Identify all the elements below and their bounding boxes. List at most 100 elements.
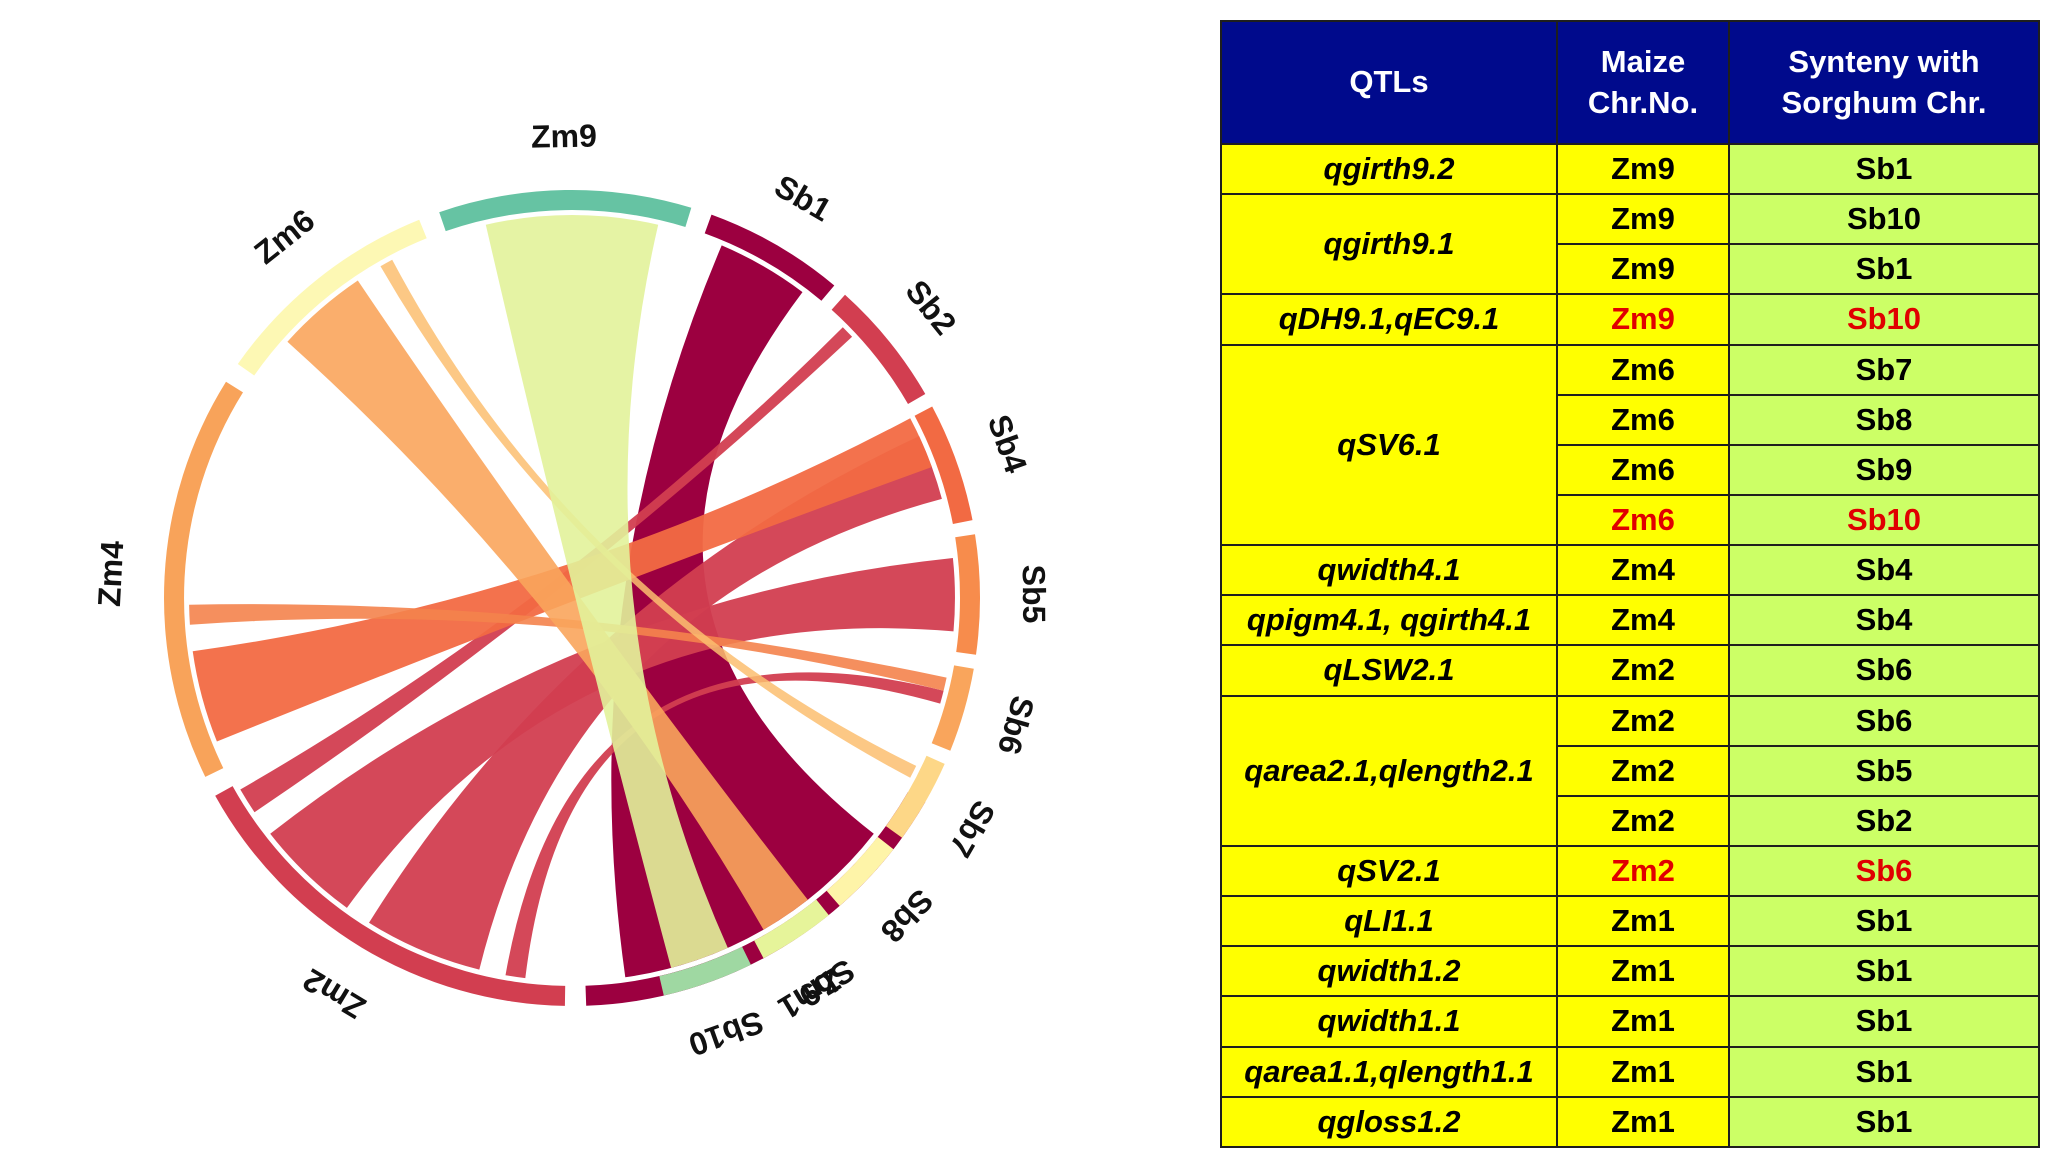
maize-chr-cell: Zm1 [1556, 995, 1730, 1048]
segment-zm2 [215, 786, 566, 1006]
table-row: qpigm4.1, qgirth4.1 Zm4 Sb4 [1220, 594, 2040, 647]
sorghum-chr-cell: Sb1 [1728, 1045, 2040, 1098]
link-zm1-sb1-0 [611, 245, 874, 978]
maize-chr-cell: Zm1 [1556, 895, 1730, 948]
qtl-synteny-table: QTLs Maize Chr.No. Synteny with Sorghum Ch… [1220, 20, 2040, 1149]
table-row: qLI1.1 Zm1 Sb1 [1220, 895, 2040, 948]
maize-chr-cell: Zm4 [1556, 544, 1730, 597]
qtl-name-cell: qarea2.1,qlength2.1 [1220, 694, 1558, 847]
maize-chr-cell: Zm1 [1556, 945, 1730, 998]
table-row: Zm6 Sb10 [1221, 493, 2040, 547]
header-qtls: QTLs [1220, 20, 1558, 145]
sorghum-chr-cell: Sb4 [1728, 594, 2040, 647]
maize-chr-cell: Zm4 [1556, 594, 1730, 647]
table-row: qSV6.1 Zm6 Sb7 [1220, 343, 2040, 547]
maize-chr-cell: Zm6 [1556, 443, 1730, 496]
segment-zm6 [237, 219, 427, 376]
label-zm9: Zm9 [531, 118, 597, 155]
maize-chr-cell: Zm2 [1556, 844, 1730, 898]
segment-zm1 [585, 792, 926, 1006]
sorghum-chr-cell: Sb4 [1728, 544, 2040, 597]
maize-chr-cell: Zm2 [1556, 694, 1730, 747]
segment-sb6 [931, 665, 974, 751]
qtl-name-cell: qLSW2.1 [1220, 644, 1558, 697]
sorghum-chr-cell: Sb1 [1728, 895, 2040, 948]
qtl-name-cell: qSV2.1 [1220, 844, 1558, 898]
chromosome-segments [163, 189, 980, 1006]
sorghum-chr-cell: Sb1 [1728, 243, 2040, 296]
table-row: qwidth1.2 Zm1 Sb1 [1220, 945, 2040, 998]
maize-chr-cell: Zm9 [1556, 243, 1730, 296]
maize-chr-cell: Zm1 [1556, 1045, 1730, 1098]
table-row: Zm2 Sb2 [1221, 794, 2040, 847]
sorghum-chr-cell: Sb1 [1728, 945, 2040, 998]
link-zm2-sb2-3 [240, 327, 853, 813]
qtl-name-cell: qLI1.1 [1220, 895, 1558, 948]
maize-chr-cell: Zm9 [1556, 293, 1730, 346]
qtl-name-cell: qgloss1.2 [1220, 1095, 1558, 1149]
table-row: qgirth9.2 Zm9 Sb1 [1220, 142, 2040, 196]
segment-sb7 [885, 755, 945, 838]
qtl-name-cell: qarea1.1,qlength1.1 [1220, 1045, 1558, 1098]
label-sb4: Sb4 [981, 410, 1035, 478]
qtl-name-cell: qgirth9.1 [1220, 193, 1558, 296]
sorghum-chr-cell: Sb9 [1728, 443, 2040, 496]
qtl-name-cell: qpigm4.1, qgirth4.1 [1220, 594, 1558, 647]
link-zm2-sb5-2 [270, 558, 955, 908]
qtl-name-cell: qgirth9.2 [1220, 142, 1558, 196]
sorghum-chr-cell: Sb6 [1728, 644, 2040, 697]
label-sb7: Sb7 [942, 795, 1003, 864]
maize-chr-cell: Zm2 [1556, 744, 1730, 797]
table-row: Zm6 Sb9 [1221, 443, 2040, 496]
table-row: Zm9 Sb1 [1221, 243, 2040, 296]
segment-sb9 [754, 899, 829, 959]
table-row: Zm6 Sb8 [1221, 393, 2040, 446]
label-sb1: Sb1 [769, 168, 838, 229]
segment-sb4 [914, 406, 973, 524]
sorghum-chr-cell: Sb8 [1728, 393, 2040, 446]
table-header-row: QTLs Maize Chr.No. Synteny with Sorghum Ch… [1220, 20, 2040, 145]
maize-chr-cell: Zm9 [1556, 142, 1730, 196]
maize-chr-cell: Zm6 [1556, 393, 1730, 446]
maize-chr-cell: Zm2 [1556, 794, 1730, 847]
label-sb5: Sb5 [1016, 565, 1053, 624]
maize-chr-cell: Zm6 [1556, 493, 1730, 547]
header-maize-chr: Maize Chr.No. [1556, 20, 1730, 145]
link-zm9-sb10-9 [485, 214, 728, 968]
sorghum-chr-cell: Sb10 [1728, 493, 2040, 547]
table-row: qDH9.1,qEC9.1 Zm9 Sb10 [1220, 293, 2040, 346]
sorghum-chr-cell: Sb5 [1728, 744, 2040, 797]
sorghum-chr-cell: Sb10 [1728, 293, 2040, 346]
table-row: qarea1.1,qlength1.1 Zm1 Sb1 [1220, 1045, 2040, 1098]
label-zm2: Zm2 [297, 962, 372, 1027]
header-sorghum-chr: Synteny with Sorghum Chr. [1728, 20, 2040, 145]
segment-sb10 [659, 946, 751, 996]
sorghum-chr-cell: Sb10 [1728, 193, 2040, 246]
table-row: qarea2.1,qlength2.1 Zm2 Sb6 [1220, 694, 2040, 847]
qtl-name-cell: qwidth4.1 [1220, 544, 1558, 597]
sorghum-chr-cell: Sb6 [1728, 844, 2040, 898]
segment-sb5 [955, 534, 980, 655]
sorghum-chr-cell: Sb1 [1728, 995, 2040, 1048]
synteny-links [189, 214, 955, 979]
link-zm6-sb9-7 [287, 280, 808, 930]
label-sb8: Sb8 [874, 882, 941, 949]
segment-sb1 [704, 214, 835, 301]
label-sb2: Sb2 [899, 273, 964, 341]
table-row: qwidth1.1 Zm1 Sb1 [1220, 995, 2040, 1048]
maize-chr-cell: Zm6 [1556, 343, 1730, 396]
sorghum-chr-cell: Sb7 [1728, 343, 2040, 396]
qtl-name-cell: qDH9.1,qEC9.1 [1220, 293, 1558, 346]
label-sb10: Sb10 [684, 1004, 768, 1063]
label-zm4: Zm4 [91, 540, 130, 608]
table-row: qLSW2.1 Zm2 Sb6 [1220, 644, 2040, 697]
segment-sb8 [826, 836, 894, 906]
segment-zm9 [439, 189, 692, 232]
label-sb6: Sb6 [991, 692, 1042, 758]
maize-chr-cell: Zm2 [1556, 644, 1730, 697]
table-row: qgloss1.2 Zm1 Sb1 [1220, 1095, 2040, 1149]
segment-sb2 [831, 294, 926, 404]
table-body: qgirth9.2 Zm9 Sb1 qgirth9.1 Zm9 Sb10 Zm9 Sb1 qDH… [1220, 142, 2040, 1149]
maize-chr-cell: Zm1 [1556, 1095, 1730, 1149]
link-zm2-sb4-1 [369, 436, 942, 970]
